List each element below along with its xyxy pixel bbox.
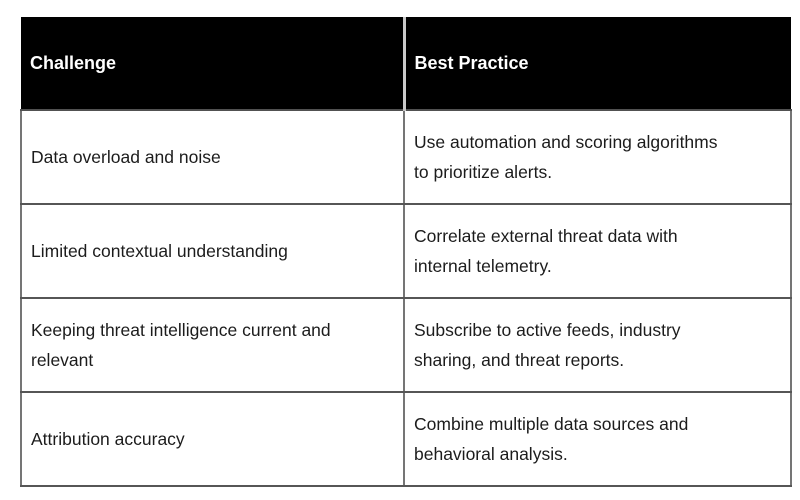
challenge-cell: Attribution accuracy [20,391,405,487]
table-row: Data overload and noise Use automation a… [20,109,792,205]
challenge-cell: Data overload and noise [20,109,405,205]
challenge-cell: Limited contextual understanding [20,203,405,299]
best-practice-cell: Subscribe to active feeds, industry shar… [403,297,792,393]
challenge-cell: Keeping threat intelligence current and … [20,297,405,393]
table-header-row: Challenge Best Practice [21,17,791,111]
table-row: Keeping threat intelligence current and … [20,297,792,393]
best-practice-cell: Correlate external threat data with inte… [403,203,792,299]
table-row: Attribution accuracy Combine multiple da… [20,391,792,487]
table-row: Limited contextual understanding Correla… [20,203,792,299]
best-practice-cell: Combine multiple data sources and behavi… [403,391,792,487]
challenge-best-practice-table-container: Challenge Best Practice Data overload an… [20,17,792,487]
header-cell-challenge: Challenge [21,17,404,111]
header-cell-best-practice: Best Practice [402,17,791,111]
best-practice-cell: Use automation and scoring algorithms to… [403,109,792,205]
challenge-best-practice-table: Challenge Best Practice Data overload an… [20,17,792,487]
